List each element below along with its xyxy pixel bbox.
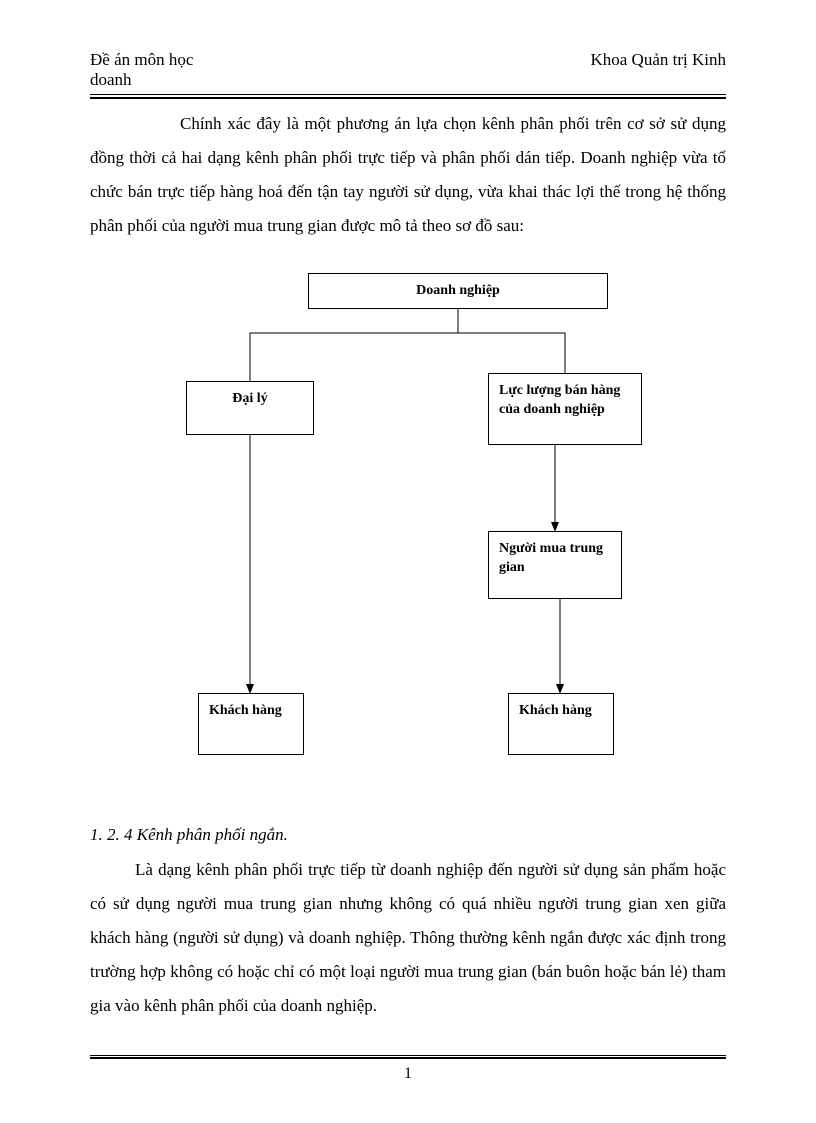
flowchart-edge: [250, 309, 458, 381]
header-left: Đề án môn học doanh: [90, 50, 193, 90]
flowchart-edge: [458, 309, 565, 373]
header-left-line1: Đề án môn học: [90, 50, 193, 69]
section-heading: 1. 2. 4 Kênh phân phối ngắn.: [90, 825, 726, 845]
paragraph-2: Là dạng kênh phân phối trực tiếp từ doan…: [90, 853, 726, 1023]
footer-rule-thick: [90, 1057, 726, 1059]
footer-rule-thin: [90, 1055, 726, 1056]
flowchart-node-cust2: Khách hàng: [508, 693, 614, 755]
flowchart-node-cust1: Khách hàng: [198, 693, 304, 755]
header-right: Khoa Quản trị Kinh: [590, 50, 726, 90]
header-left-line2: doanh: [90, 70, 132, 89]
flowchart-diagram: Doanh nghiệp Đại lý Lực lượng bán hàng của…: [90, 273, 726, 793]
flowchart-node-sales: Lực lượng bán hàng của doanh nghiệp: [488, 373, 642, 445]
page-number: 1: [90, 1065, 726, 1083]
flowchart-edges: [90, 273, 726, 793]
header-rule-thick: [90, 97, 726, 99]
flowchart-node-root: Doanh nghiệp: [308, 273, 608, 309]
page-footer: 1: [90, 1055, 726, 1083]
paragraph-1: Chính xác đây là một phương án lựa chọn …: [90, 107, 726, 243]
header-rule-thin: [90, 94, 726, 95]
flowchart-node-inter: Người mua trung gian: [488, 531, 622, 599]
flowchart-node-agent: Đại lý: [186, 381, 314, 435]
page-header: Đề án môn học doanh Khoa Quản trị Kinh: [90, 50, 726, 90]
